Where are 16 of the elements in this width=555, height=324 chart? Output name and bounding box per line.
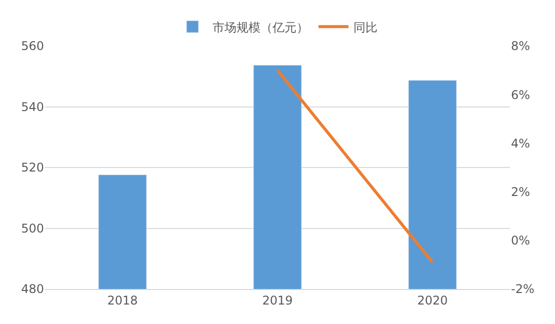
x-tick-label: 2020 (417, 293, 448, 308)
y-tick-label: 520 (21, 160, 44, 175)
y2-tick-label: 6% (511, 88, 530, 102)
y2-tick-label: 0% (511, 234, 530, 248)
legend-label: 市场规模（亿元） (212, 20, 308, 34)
y-tick-label: 500 (21, 221, 44, 236)
y-tick-label: 560 (21, 39, 44, 54)
x-tick-label: 2019 (262, 293, 293, 308)
legend-label: 同比 (354, 20, 378, 34)
y2-tick-label: 8% (511, 39, 530, 54)
y-tick-label: 540 (21, 100, 44, 114)
y2-tick-label: 2% (511, 185, 530, 199)
x-tick-label: 2018 (107, 293, 138, 308)
y2-tick-label: -2% (511, 282, 534, 296)
y-tick-label: 480 (21, 282, 44, 296)
y2-tick-label: 4% (511, 136, 530, 150)
